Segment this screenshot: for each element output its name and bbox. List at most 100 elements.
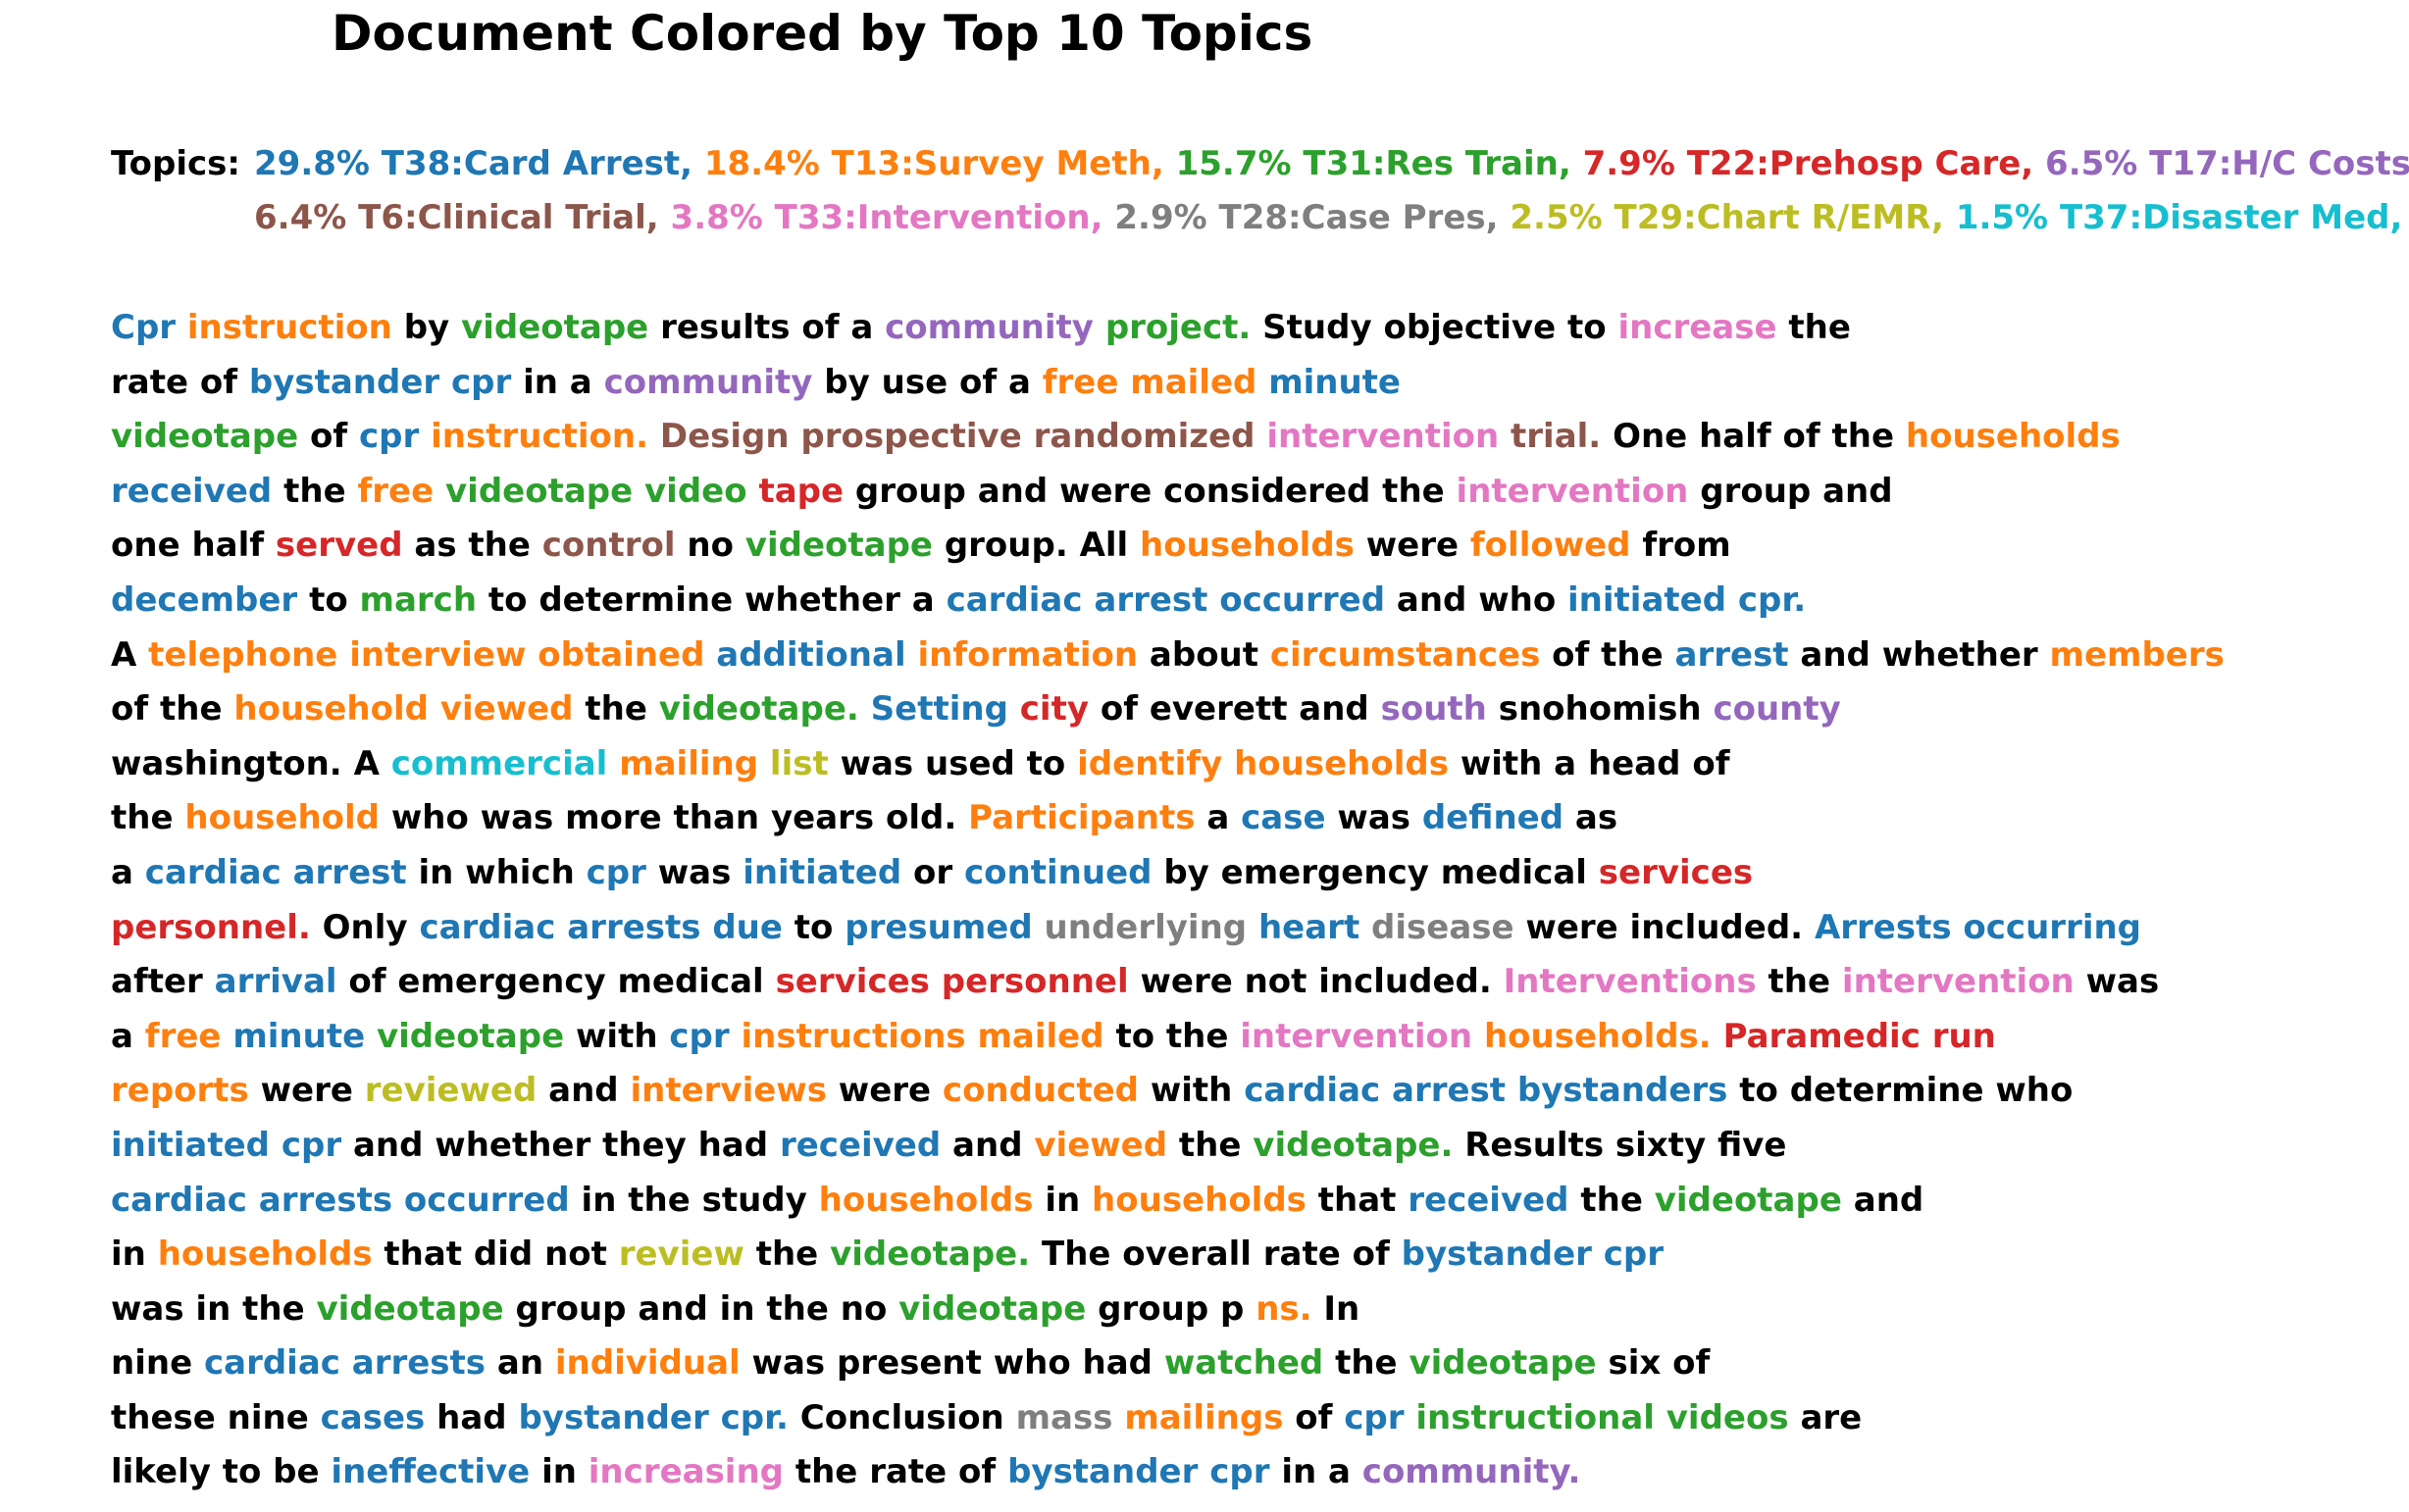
plain-text: the [1178,1125,1242,1165]
plain-text: a [111,1016,133,1056]
plain-text: was in the [111,1288,305,1329]
plain-text: who was more than years old. [390,798,957,838]
plain-text: a [1206,798,1230,838]
plain-text: of emergency medical [348,962,764,1002]
topic-word-t38: bystander cpr [1401,1235,1665,1275]
topic-word-t31: march [359,580,478,620]
text-line: one half served as the control no videot… [111,519,2225,574]
topic-word-t13: identify households [1077,743,1449,783]
plain-text: that did not [384,1235,607,1275]
topic-word-t38: received [779,1125,942,1165]
topic-word-t13: Participants [968,798,1196,838]
text-line: a cardiac arrest in which cpr was initia… [111,846,2225,901]
topic-word-t31: videotape [111,417,299,457]
topic-word-t13: circumstances [1269,634,1541,675]
topic-word-t38: minute [232,1016,366,1056]
text-line: A telephone interview obtained additiona… [111,629,2225,683]
topic-word-t29: reviewed [364,1071,538,1111]
plain-text: an [496,1343,544,1384]
topic-word-t28: underlying [1044,907,1248,947]
topic-word-t38: Setting [870,689,1008,730]
topic-word-t38: initiated cpr. [1567,580,1807,620]
topic-word-t38: arrest [1674,634,1789,675]
plain-text: to [794,907,834,947]
topic-word-t31: videotape [898,1288,1087,1329]
topic-word-t13: mailing [619,743,759,783]
text-line: Cpr instruction by videotape results of … [111,301,2225,356]
legend-topic-t13: 18.4% T13:Survey Meth, [703,144,1164,183]
topic-word-t31: videotape [376,1016,565,1056]
plain-text: the [1788,308,1851,347]
topic-word-t13: households [1140,526,1355,566]
plain-text: washington. A [111,743,380,783]
plain-text: had [436,1397,507,1437]
topic-word-t33: intervention [1240,1016,1473,1056]
plain-text: was [1337,798,1410,838]
text-line: likely to be ineffective in increasing t… [111,1445,2225,1500]
plain-text: to the [1115,1016,1229,1056]
plain-text: to determine whether a [487,580,935,620]
plain-text: the [585,689,647,730]
topic-word-t13: followed [1469,526,1631,566]
topic-word-t38: arrival [214,962,337,1002]
topic-word-t17: county [1713,689,1841,730]
plain-text: that [1317,1180,1397,1220]
document-text: Cpr instruction by videotape results of … [111,301,2225,1500]
plain-text: by emergency medical [1163,852,1587,892]
plain-text: in a [1281,1452,1351,1492]
text-line: personnel. Only cardiac arrests due to p… [111,901,2225,956]
topic-word-t38: defined [1421,798,1564,838]
topic-word-t22: services personnel [775,962,1129,1002]
plain-text: in a [523,362,592,402]
topic-word-t31: project. [1104,308,1252,347]
plain-text: A [111,634,137,675]
plain-text: group and in the no [515,1288,888,1329]
plain-text: were [838,1071,932,1111]
legend-line: 29.8% T38:Card Arrest, 18.4% T13:Survey … [254,140,2409,187]
plain-text: six of [1608,1343,1711,1384]
topic-word-t17: community [603,362,813,402]
topic-word-t31: videotape. [830,1235,1031,1275]
topic-word-t38: Cpr [111,308,177,347]
plain-text: these nine [111,1397,309,1437]
topic-word-t38: additional [716,634,906,675]
topic-word-t13: households [818,1180,1034,1220]
topic-word-t13: mailings [1124,1397,1284,1437]
topic-word-t38: cardiac arrests [203,1343,487,1384]
topic-word-t29: review [618,1235,744,1275]
topic-word-t38: cpr [586,852,646,892]
topic-word-t13: households [157,1235,373,1275]
plain-text: likely to be [111,1452,320,1492]
plain-text: were [1365,526,1460,566]
plain-text: group p [1098,1288,1245,1329]
plain-text: the rate of [794,1452,997,1492]
plain-text: was present who had [751,1343,1153,1384]
plain-text: of the [111,689,223,730]
topic-word-t33: Interventions [1503,962,1757,1002]
topic-word-t38: cardiac arrest [144,852,407,892]
plain-text: was used to [840,743,1066,783]
topic-word-t38: december [111,580,298,620]
plain-text: group. All [944,526,1129,566]
text-line: reports were reviewed and interviews wer… [111,1064,2225,1119]
topic-word-t38: cpr [669,1016,730,1056]
topic-word-t13: telephone interview obtained [148,634,705,675]
legend-topic-t33: 3.8% T33:Intervention, [670,198,1103,237]
legend-topic-t31: 15.7% T31:Res Train, [1175,144,1571,183]
plain-text: or [913,852,953,892]
plain-text: results of a [660,308,874,347]
plain-text: In [1323,1288,1360,1329]
legend-topic-t29: 2.5% T29:Chart R/EMR, [1510,198,1944,237]
text-line: after arrival of emergency medical servi… [111,955,2225,1010]
topic-word-t13: conducted [942,1071,1139,1111]
plain-text: were [260,1071,353,1111]
topic-word-t38: cpr [1344,1397,1405,1437]
legend-label: Topics: [111,144,241,183]
topic-word-t13: instructions mailed [741,1016,1104,1056]
topic-word-t13: members [2049,634,2225,675]
topic-word-t13: free mailed [1042,362,1257,402]
topic-word-t22: services [1598,852,1754,892]
topic-word-t13: free [357,471,435,511]
plain-text: and [1853,1180,1924,1220]
plain-text: with [1150,1071,1233,1111]
